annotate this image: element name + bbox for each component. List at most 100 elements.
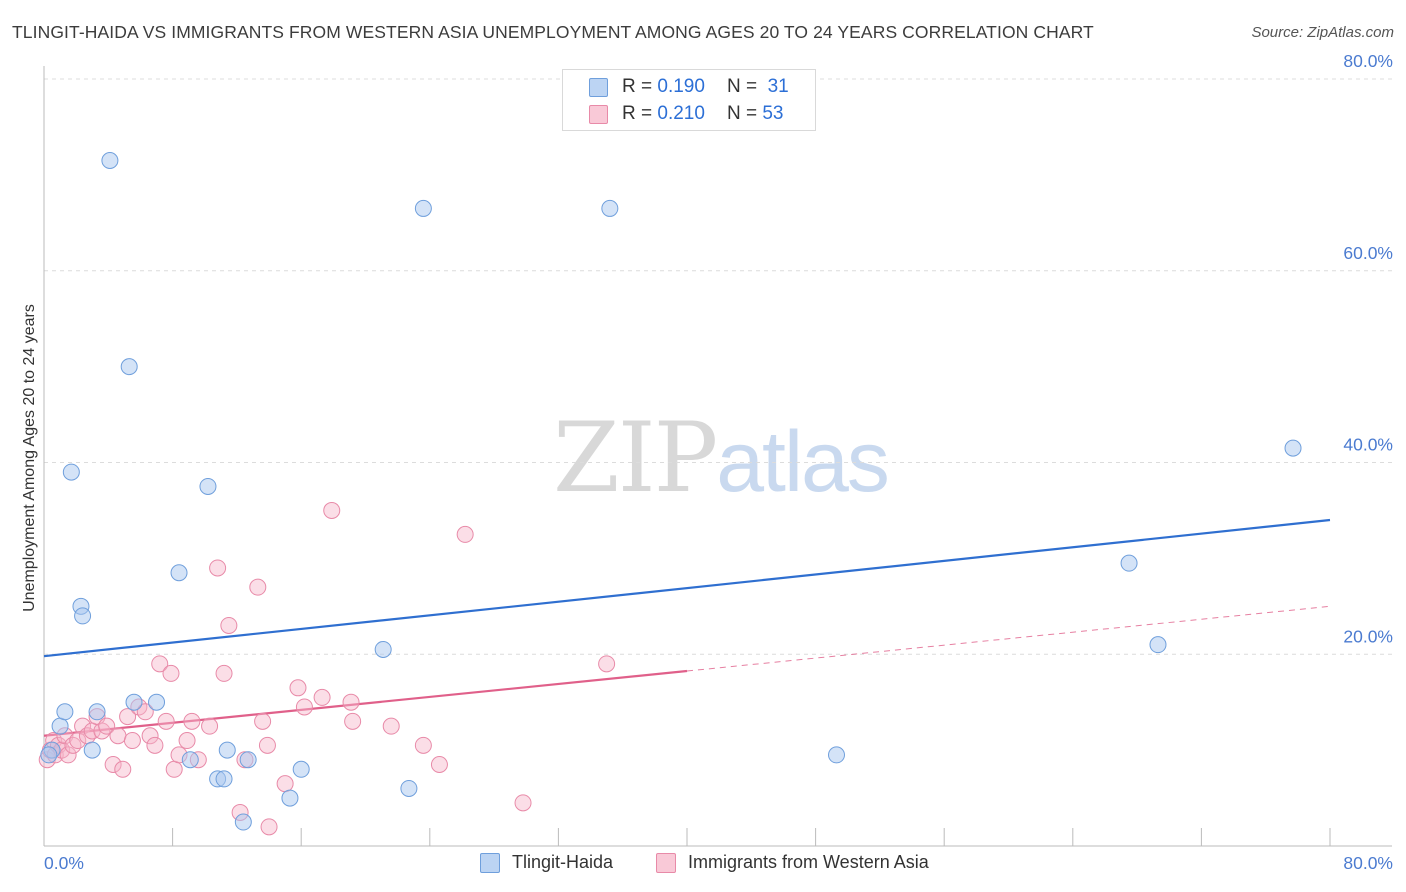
tlingit-point [601, 199, 619, 217]
immigrants-point [109, 727, 127, 745]
bottom-legend-swatch-pink [656, 852, 676, 873]
tlingit-point [1284, 439, 1302, 457]
x-tick-label: 80.0% [1343, 853, 1393, 873]
legend-r-value: 0.210 [657, 103, 705, 124]
trend-line-immigrants [43, 669, 688, 737]
immigrants-point [123, 732, 141, 750]
immigrants-point [598, 655, 616, 673]
legend-n-label: N = [726, 103, 758, 124]
immigrants-point [344, 712, 362, 730]
immigrants-point [146, 736, 164, 754]
immigrants-point [414, 736, 432, 754]
y-tick-label: 20.0% [1343, 626, 1393, 646]
immigrants-point [249, 578, 267, 596]
y-tick-label: 60.0% [1343, 243, 1393, 263]
legend-row-tlingit: R = 0.190 N = 31 [589, 76, 789, 98]
legend-swatch-pink [589, 104, 608, 124]
y-tick-label: 40.0% [1343, 435, 1393, 455]
tlingit-point [101, 151, 119, 169]
immigrants-point [64, 736, 82, 754]
tlingit-point [125, 693, 143, 711]
immigrants-point [151, 655, 169, 673]
immigrants-point [220, 616, 238, 634]
immigrants-point [430, 756, 448, 774]
bottom-legend-immigrants: Immigrants from Western Asia [656, 852, 929, 873]
tlingit-point [292, 760, 310, 778]
immigrants-point [74, 717, 92, 735]
immigrants-point [260, 818, 278, 836]
grid-lines [44, 78, 1392, 655]
immigrants-point [313, 688, 331, 706]
immigrants-point [157, 712, 175, 730]
immigrants-point [289, 679, 307, 697]
immigrants-point [178, 732, 196, 750]
immigrants-point [162, 664, 180, 682]
tlingit-point [239, 751, 257, 769]
axes [43, 66, 1392, 847]
immigrants-point [98, 717, 116, 735]
watermark-zip: ZIP [553, 402, 718, 514]
tlingit-point [148, 693, 166, 711]
legend-n-value: 31 [767, 76, 789, 97]
immigrants-point [209, 559, 227, 577]
correlation-legend: R = 0.190 N = 31 R = 0.210 N = 53 [562, 69, 816, 131]
tlingit-point [40, 746, 58, 764]
trend-line-immigrants-extension [686, 605, 1331, 672]
immigrants-point [382, 717, 400, 735]
bottom-legend-swatch-blue [480, 852, 500, 873]
tlingit-point [62, 463, 80, 481]
tlingit-point [1120, 554, 1138, 572]
tlingit-point [51, 717, 69, 735]
tlingit-point [199, 477, 217, 495]
immigrants-point [136, 703, 154, 721]
y-tick-label: 80.0% [1343, 51, 1393, 71]
immigrants-point [141, 727, 159, 745]
legend-swatch-blue [589, 77, 608, 97]
bottom-legend-label: Tlingit-Haida [512, 852, 614, 872]
immigrants-point [323, 501, 341, 519]
immigrants-point [295, 698, 313, 716]
immigrants-point [276, 775, 294, 793]
data-points [38, 151, 1302, 836]
tlingit-point [400, 779, 418, 797]
x-tick-label: 0.0% [44, 853, 84, 873]
bottom-legend-tlingit: Tlingit-Haida [480, 852, 613, 873]
tlingit-point [56, 703, 74, 721]
tlingit-point [74, 607, 92, 625]
immigrants-point [59, 746, 77, 764]
bottom-legend-label: Immigrants from Western Asia [688, 852, 929, 872]
tlingit-point [414, 199, 432, 217]
tlingit-point [88, 703, 106, 721]
immigrants-point [114, 760, 132, 778]
immigrants-point [165, 760, 183, 778]
immigrants-point [183, 712, 201, 730]
tlingit-point [281, 789, 299, 807]
tlingit-point [170, 564, 188, 582]
immigrants-point [514, 794, 532, 812]
legend-r-value: 0.190 [657, 76, 705, 97]
source-credit: Source: ZipAtlas.com [1251, 24, 1394, 41]
legend-n-value: 53 [762, 103, 784, 124]
legend-r-label: R = [622, 76, 653, 97]
trend-lines [43, 518, 1331, 737]
tick-labels: 20.0% 40.0% 60.0% 80.0% 0.0% 80.0% [44, 51, 1393, 873]
tlingit-point [218, 741, 236, 759]
tlingit-point [827, 746, 845, 764]
tlingit-point [1149, 636, 1167, 654]
tlingit-point [181, 751, 199, 769]
trend-line-tlingit [43, 518, 1331, 658]
immigrants-point [93, 722, 111, 740]
legend-n-label: N = [726, 76, 758, 97]
legend-r-label: R = [622, 103, 653, 124]
tlingit-point [83, 741, 101, 759]
immigrants-point [342, 693, 360, 711]
immigrants-point [201, 717, 219, 735]
tlingit-point [215, 770, 233, 788]
immigrants-point [215, 664, 233, 682]
chart-title: TLINGIT-HAIDA VS IMMIGRANTS FROM WESTERN… [12, 22, 1094, 42]
tlingit-point [234, 813, 252, 831]
immigrants-point [119, 708, 137, 726]
immigrants-point [456, 525, 474, 543]
immigrants-point [258, 736, 276, 754]
